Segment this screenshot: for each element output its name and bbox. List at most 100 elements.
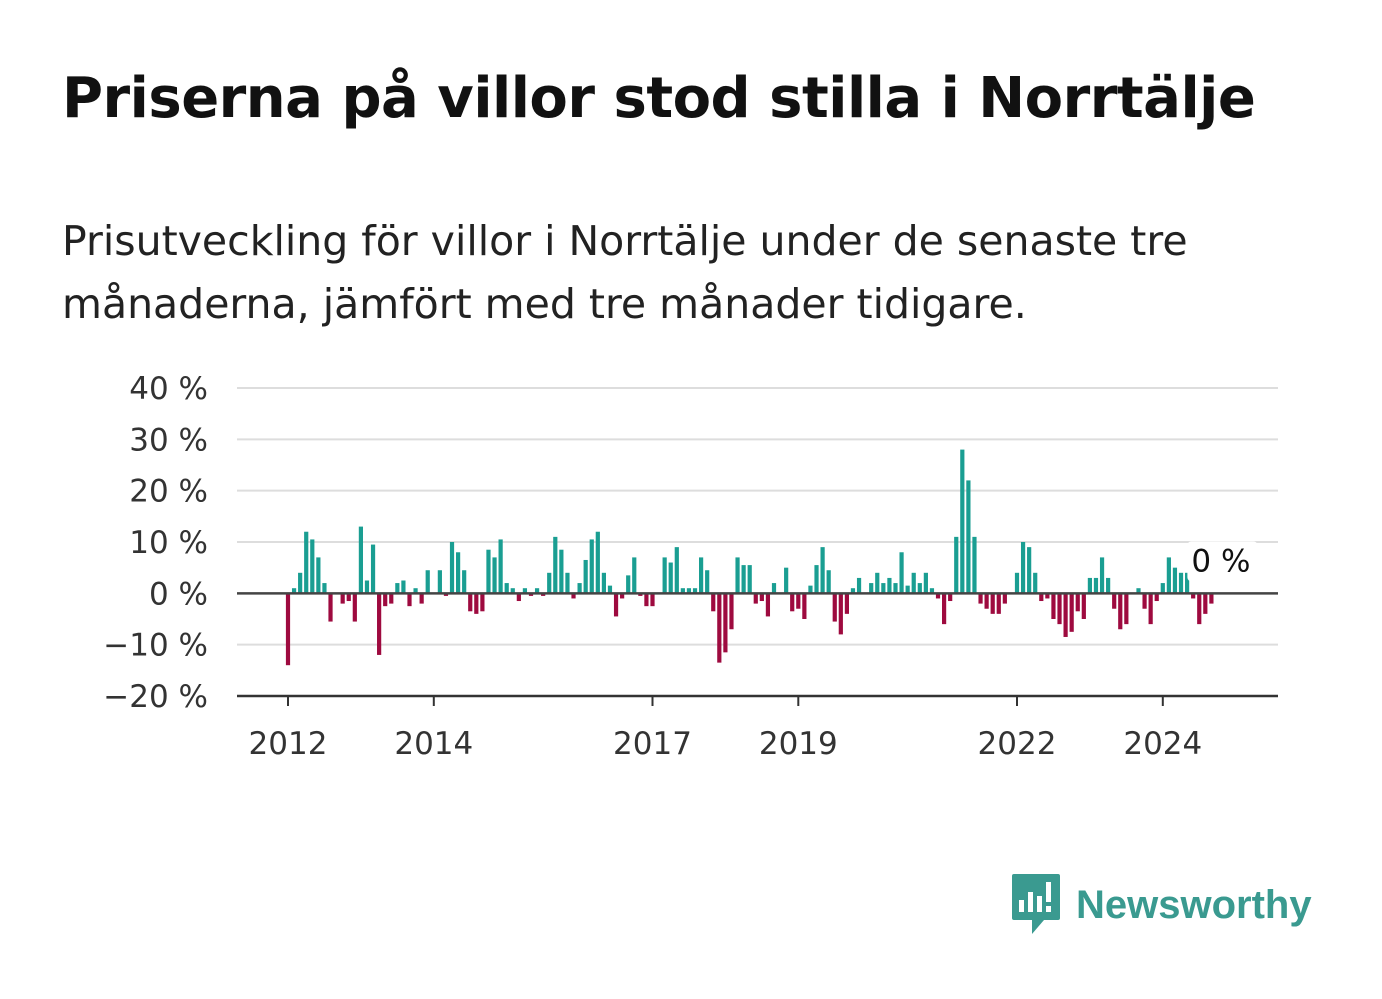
bar <box>553 536 558 594</box>
bar <box>516 593 521 602</box>
bar <box>705 570 710 594</box>
bar <box>960 449 965 594</box>
bar <box>1027 547 1032 594</box>
bar <box>310 539 315 594</box>
grid-lines <box>237 387 1278 646</box>
bar <box>492 557 497 594</box>
bar <box>1069 593 1074 632</box>
bar <box>547 572 552 594</box>
bar <box>954 536 959 594</box>
page-title: Priserna på villor stod stilla i Norrtäl… <box>62 66 1256 131</box>
newsworthy-logo[interactable]: Newsworthy <box>1010 872 1312 938</box>
bar <box>522 588 528 594</box>
end-value-label: 0 % <box>1191 543 1250 579</box>
bar <box>583 559 588 594</box>
bar <box>607 585 613 594</box>
page-subtitle: Prisutveckling för villor i Norrtälje un… <box>62 217 1188 328</box>
bar <box>541 593 546 596</box>
bar-chart: 40 % 30 % 20 % 10 % 0 % −10 % −20 % 2012 2014 201… <box>103 371 1278 762</box>
bar <box>1093 577 1099 594</box>
bar <box>747 565 752 594</box>
bar <box>1118 593 1123 630</box>
bar <box>1106 577 1111 594</box>
bar <box>328 593 333 622</box>
bar <box>996 593 1001 614</box>
bar <box>291 588 297 594</box>
bar <box>753 593 758 604</box>
bar <box>419 593 424 604</box>
bar <box>1160 583 1165 594</box>
bar <box>942 593 947 625</box>
bar <box>1014 572 1020 594</box>
bar <box>632 557 637 594</box>
y-tick-label: 40 % <box>129 371 208 407</box>
x-tick-label: 2024 <box>1123 726 1202 762</box>
bar <box>613 593 619 617</box>
bar <box>565 572 570 594</box>
bar <box>1136 588 1141 594</box>
bar <box>741 565 746 594</box>
bar <box>395 583 400 594</box>
bar <box>844 593 849 614</box>
bar <box>838 593 843 635</box>
bar <box>1166 557 1171 594</box>
bar <box>401 580 406 594</box>
x-tick-label: 2019 <box>759 726 838 762</box>
bar <box>559 549 564 594</box>
bar <box>1063 593 1068 637</box>
bar <box>686 588 692 594</box>
bar <box>917 583 922 594</box>
y-tick-label: 10 % <box>129 525 208 561</box>
x-tick-label: 2012 <box>249 726 328 762</box>
bar <box>620 593 625 599</box>
bar <box>850 588 856 594</box>
bar <box>1045 593 1050 599</box>
bar <box>1148 593 1153 625</box>
bar <box>966 480 971 594</box>
bar <box>528 593 534 596</box>
chart-labels: 40 % 30 % 20 % 10 % 0 % −10 % −20 % 2012 2014 201… <box>103 371 1258 762</box>
bar <box>735 557 740 594</box>
bar <box>1039 593 1044 602</box>
bar <box>358 526 363 594</box>
y-tick-label: −10 % <box>103 628 208 664</box>
bar <box>935 593 941 599</box>
bar <box>377 593 382 655</box>
bar <box>978 593 983 604</box>
bar <box>389 593 394 604</box>
bar <box>662 557 667 594</box>
bar <box>674 547 679 594</box>
bar <box>1081 593 1086 619</box>
bar <box>711 593 716 612</box>
bar <box>486 549 491 594</box>
bar <box>383 593 388 607</box>
bar <box>856 577 862 594</box>
bar <box>626 575 631 594</box>
bar <box>638 593 643 596</box>
bar <box>474 593 479 614</box>
y-tick-label: −20 % <box>103 679 208 715</box>
bar <box>729 593 734 630</box>
bar <box>480 593 485 612</box>
bar <box>692 588 698 594</box>
bar <box>814 565 819 594</box>
bar <box>990 593 995 614</box>
bar <box>668 562 673 594</box>
bar <box>1051 593 1056 619</box>
bar <box>1099 557 1105 594</box>
bar <box>346 593 351 602</box>
bar <box>456 552 461 594</box>
bar <box>1142 593 1147 609</box>
bar <box>1154 593 1159 602</box>
bar <box>899 552 904 594</box>
bar <box>443 593 449 596</box>
bar <box>644 593 649 607</box>
bar <box>298 572 303 594</box>
bar <box>1197 593 1202 625</box>
bar <box>571 593 576 599</box>
newsworthy-logo-icon <box>1012 874 1060 934</box>
x-tick-label: 2014 <box>394 726 473 762</box>
bar <box>808 585 813 594</box>
bar <box>826 570 831 594</box>
bar <box>875 572 880 594</box>
